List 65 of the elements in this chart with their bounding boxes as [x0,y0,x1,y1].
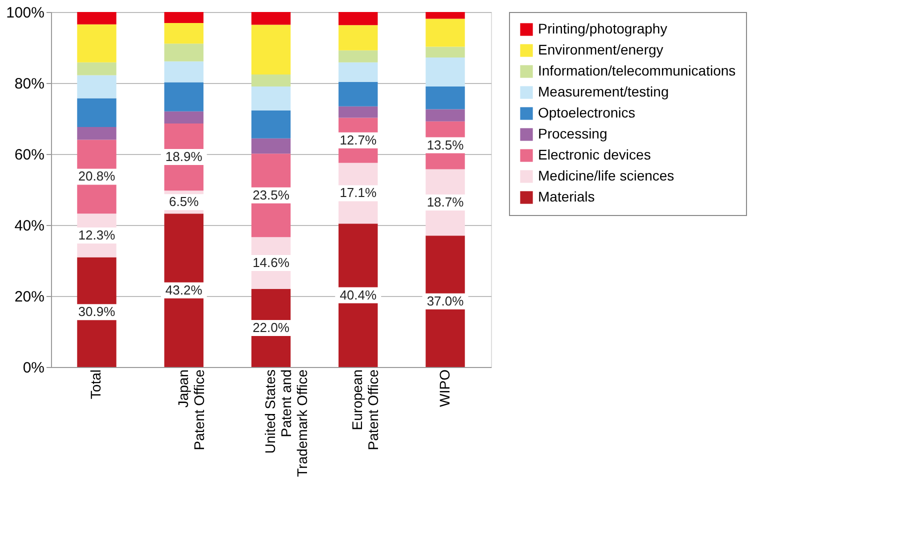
bar [77,75,116,98]
data-label: 18.7% [426,194,464,210]
bar [251,138,291,154]
bar [77,62,116,76]
bar [77,98,116,128]
x-tick-label: European Patent Office [349,369,382,450]
x-tick-label: Japan Patent Office [174,369,207,450]
x-tick-label: Total [88,370,104,400]
bar [77,127,116,140]
bar [338,106,378,118]
data-label: 6.5% [169,194,200,210]
y-tick-label: 80% [14,76,44,92]
bar [164,12,204,24]
bar [164,23,204,44]
bar [338,50,378,62]
x-tick-label: WIPO [436,369,452,407]
y-tick-label: 0% [22,360,44,376]
data-label: 17.1% [340,185,377,200]
bar [426,46,465,58]
data-label: 23.5% [252,187,290,202]
x-tick-label: United States Patent and Trademark Office [262,369,310,477]
legend-label: Printing/photography [538,20,668,36]
bar [251,12,291,25]
data-label: 14.6% [252,254,290,270]
bar [164,82,204,112]
legend-label: Information/telecommunications [538,62,736,78]
bar [164,61,204,82]
data-label: 40.4% [340,287,377,302]
legend-label: Environment/energy [538,42,664,58]
bar [426,109,465,122]
data-label: 12.3% [78,227,116,242]
bar [338,62,378,82]
y-tick-label: 40% [14,218,44,234]
bar [426,57,465,87]
bar [426,12,465,19]
data-label: 30.9% [78,304,116,320]
bar [251,86,291,110]
data-label: 12.7% [340,132,377,148]
legend-label: Materials [538,188,595,204]
bar [338,12,378,26]
data-label: 13.5% [426,137,464,152]
bar [251,110,291,138]
bar [164,111,204,124]
data-label: 37.0% [426,293,464,308]
bar [426,86,465,110]
bar [426,18,465,47]
data-label: 22.0% [252,320,290,335]
legend-label: Electronic devices [538,146,651,162]
y-tick-label: 100% [6,4,44,22]
bar [164,44,204,62]
bar [77,12,116,24]
bar [338,25,378,50]
data-label: 43.2% [165,282,203,298]
legend-label: Medicine/life sciences [538,168,674,184]
y-tick-label: 20% [14,288,44,306]
legend-label: Measurement/testing [538,84,669,100]
data-label: 20.8% [78,168,116,184]
bar [251,74,291,87]
legend-label: Optoelectronics [538,104,636,120]
bar [251,24,291,74]
y-tick-label: 60% [14,146,44,164]
data-label: 18.9% [165,149,203,164]
bar [338,82,378,106]
bar [77,24,116,62]
legend-label: Processing [538,126,608,142]
